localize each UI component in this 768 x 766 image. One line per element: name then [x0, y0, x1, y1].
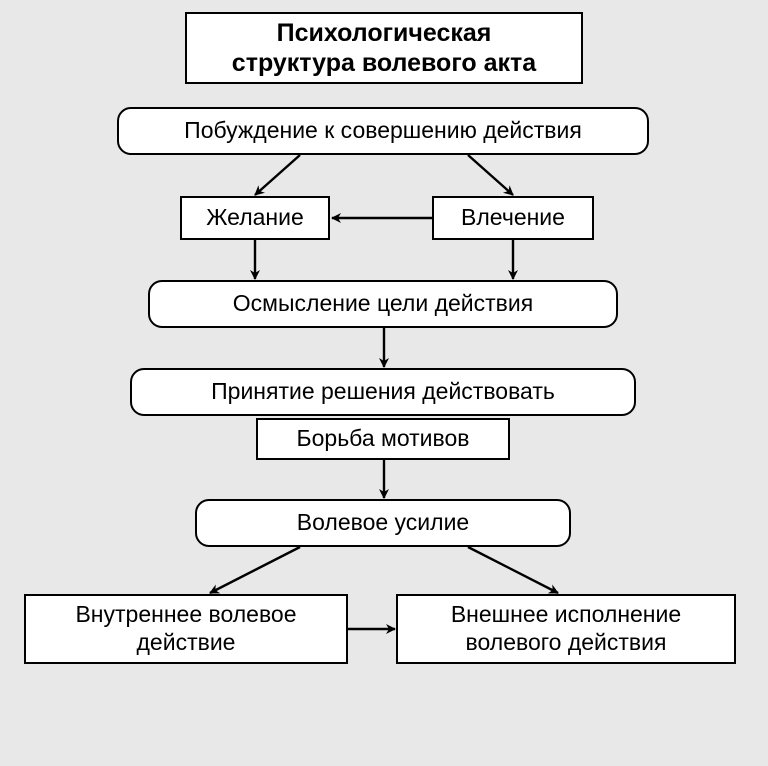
title-box: Психологическаяструктура волевого акта	[185, 12, 583, 84]
desire-text: Желание	[206, 204, 304, 232]
arrow-pobud_bottom_left	[255, 155, 300, 195]
pobud-text: Побуждение к совершению действия	[184, 117, 582, 145]
decide-text: Принятие решения действовать	[211, 378, 555, 406]
arrow-effort_to_outer	[468, 547, 558, 593]
node-decide: Принятие решения действовать	[130, 368, 636, 416]
arrow-effort_to_inner	[210, 547, 300, 593]
node-drive: Влечение	[432, 196, 594, 240]
borba-text: Борьба мотивов	[297, 425, 470, 453]
osmysl-text: Осмысление цели действия	[233, 290, 533, 318]
arrow-pobud_bottom_right	[468, 155, 513, 195]
node-outer: Внешнее исполнение волевого действия	[396, 594, 736, 664]
drive-text: Влечение	[461, 204, 565, 232]
inner-text: Внутреннее волевое действие	[36, 601, 336, 656]
node-borba: Борьба мотивов	[256, 418, 510, 460]
node-desire: Желание	[180, 196, 330, 240]
node-inner: Внутреннее волевое действие	[24, 594, 348, 664]
node-osmysl: Осмысление цели действия	[148, 280, 618, 328]
title-text: Психологическаяструктура волевого акта	[232, 18, 536, 78]
node-effort: Волевое усилие	[195, 499, 571, 547]
outer-text: Внешнее исполнение волевого действия	[408, 601, 724, 656]
effort-text: Волевое усилие	[297, 509, 469, 537]
node-pobud: Побуждение к совершению действия	[117, 107, 649, 155]
